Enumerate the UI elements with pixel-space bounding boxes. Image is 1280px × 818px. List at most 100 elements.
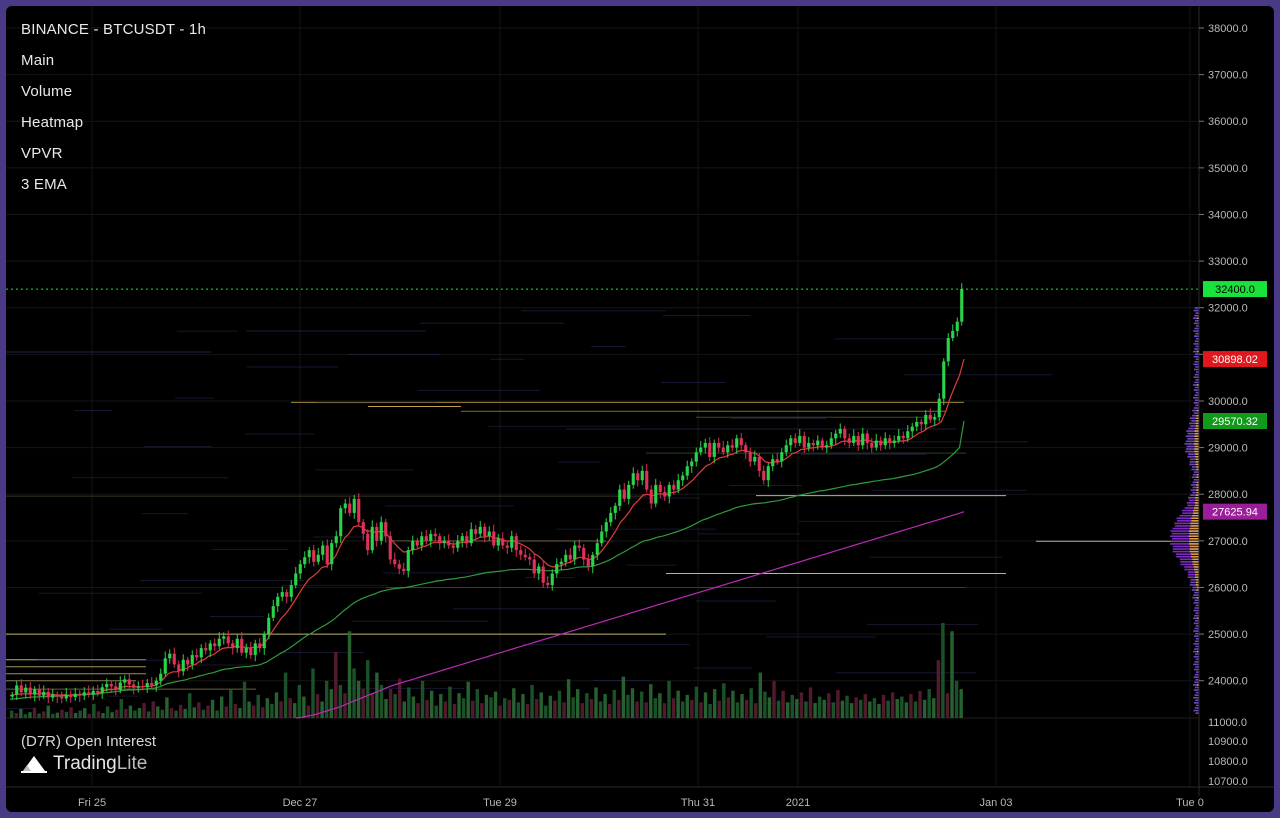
volume-bar: [576, 689, 580, 718]
candle-body: [942, 361, 946, 399]
price-tick-label: 33000.0: [1208, 256, 1248, 268]
vpvr-bar-highlight: [1194, 450, 1199, 453]
vpvr-bar: [1195, 391, 1199, 394]
candle-body: [690, 461, 694, 467]
layer-vpvr-toggle[interactable]: VPVR: [21, 145, 63, 162]
layer-ema-toggle[interactable]: 3 EMA: [21, 176, 68, 193]
candle-body: [361, 522, 365, 534]
candle-body: [501, 538, 505, 546]
vpvr-bar-highlight: [1188, 535, 1199, 538]
volume-bar: [886, 700, 890, 718]
candle-body: [321, 545, 325, 555]
candle-body: [438, 536, 442, 544]
vpvr-bar: [1170, 530, 1199, 532]
candle-body: [33, 689, 37, 695]
vpvr-bar-highlight: [1195, 499, 1199, 502]
vpvr-bar-highlight: [1196, 350, 1199, 353]
vpvr-bar: [1191, 414, 1199, 417]
volume-bars: [10, 623, 963, 718]
vpvr-bar: [1186, 502, 1199, 504]
candle-body: [465, 536, 469, 544]
price-tick-label: 35000.0: [1208, 163, 1248, 175]
volume-bar: [302, 696, 306, 718]
price-tick-label: 32000.0: [1208, 303, 1248, 315]
volume-bar: [612, 689, 616, 718]
candle-body: [640, 470, 644, 481]
candle-body: [523, 554, 527, 558]
candle-body: [366, 533, 370, 551]
vpvr-bar: [1193, 343, 1199, 345]
vpvr-bar: [1186, 430, 1199, 432]
candle-body: [19, 685, 23, 693]
candle-body: [937, 398, 941, 418]
vpvr-bar-highlight: [1194, 435, 1199, 437]
vpvr-bar: [1195, 666, 1199, 668]
candle-body: [424, 536, 428, 541]
volume-bar: [188, 693, 192, 718]
vpvr-bar: [1193, 478, 1199, 481]
price-chart[interactable]: 38000.0 37000.0 36000.0 35000.0 34000.0 33000…: [6, 6, 1274, 812]
volume-bar: [502, 698, 507, 718]
layer-volume-toggle[interactable]: Volume: [21, 83, 73, 100]
time-tick-label: 2021: [786, 797, 810, 809]
candle-body: [897, 435, 901, 441]
volume-bar: [872, 698, 877, 718]
volume-bar: [671, 698, 676, 718]
candle-body: [793, 438, 797, 443]
vpvr-bar: [1187, 504, 1199, 507]
vpvr-bar: [1195, 691, 1199, 694]
volume-bar: [836, 689, 840, 718]
volume-bar: [667, 680, 671, 718]
candle-body: [487, 531, 491, 537]
volume-bar: [10, 710, 14, 718]
volume-bar: [334, 651, 338, 718]
candle-body: [928, 414, 932, 420]
volume-bar: [795, 699, 799, 718]
vpvr-bar-highlight: [1189, 540, 1199, 543]
vpvr-bar: [1193, 376, 1199, 379]
volume-bar: [480, 703, 484, 718]
volume-bar: [283, 672, 288, 718]
vpvr-bar: [1194, 707, 1199, 709]
price-tag: [1203, 351, 1267, 368]
layer-main-toggle[interactable]: Main: [21, 52, 55, 69]
vpvr-bar: [1194, 694, 1199, 696]
candle-body: [213, 643, 217, 647]
vpvr-bar: [1190, 581, 1199, 584]
price-tag: [1203, 503, 1267, 520]
ema-line: [295, 511, 965, 719]
vpvr-bar: [1191, 468, 1199, 471]
vpvr-bar: [1171, 532, 1199, 535]
candle-body: [244, 648, 248, 653]
vpvr-bar: [1192, 586, 1199, 589]
volume-bar: [23, 714, 28, 718]
volume-bar: [397, 678, 402, 718]
volume-bar: [293, 703, 297, 718]
vpvr-bar: [1195, 371, 1199, 373]
candle-body: [559, 561, 563, 565]
volume-bar: [895, 699, 899, 718]
candle-body: [582, 547, 586, 560]
logo-text-a: Trading: [53, 753, 117, 774]
layer-heatmap-toggle[interactable]: Heatmap: [21, 114, 84, 131]
vpvr-bar: [1194, 591, 1199, 594]
candle-body: [150, 683, 154, 686]
candle-body: [249, 648, 253, 656]
candle-body: [442, 540, 446, 544]
vpvr-bar: [1195, 345, 1199, 348]
volume-bar: [744, 699, 749, 718]
candle-body: [717, 442, 721, 448]
candle-body: [883, 438, 887, 446]
vpvr-bar-highlight: [1195, 425, 1199, 427]
volume-bar: [484, 694, 489, 718]
heatmap-layer: [6, 310, 1199, 710]
time-tick-label: Thu 31: [681, 797, 715, 809]
candle-body: [906, 431, 910, 439]
vpvr-bar: [1195, 325, 1199, 327]
volume-bar: [772, 680, 776, 718]
volume-bar: [51, 713, 55, 718]
vpvr-bar: [1196, 337, 1199, 340]
volume-bar: [813, 703, 817, 718]
volume-bar: [621, 676, 626, 718]
vpvr-bar: [1193, 684, 1199, 686]
